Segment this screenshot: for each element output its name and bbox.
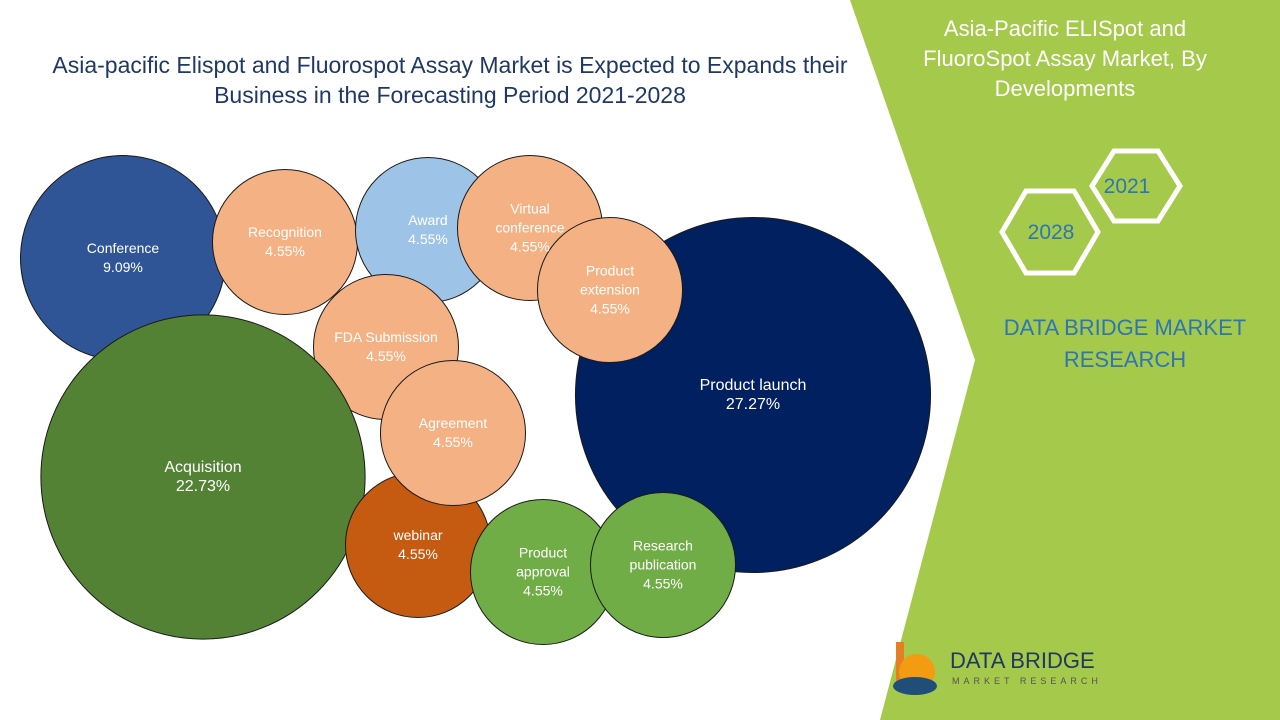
year-start: 2021 [1103,175,1151,198]
bubble-label: Product launch 27.27% [673,376,833,414]
bubble-label: Agreement 4.55% [398,414,508,452]
value-label: 4.55% [510,238,550,255]
bubble [536,216,684,364]
bubble-label: Virtual conference 4.55% [480,200,580,257]
category-label: Product extension [580,262,640,298]
bubble-label: Conference 9.09% [68,239,178,277]
bubble-label: Product approval 4.55% [498,544,588,601]
logo-icon [893,642,937,695]
value-label: 4.55% [643,575,683,592]
bubble [379,359,527,507]
category-label: Award [408,212,448,228]
bubble [40,314,366,640]
value-label: 4.55% [398,546,438,562]
bubbles [19,154,932,646]
category-label: Conference [86,240,160,256]
value-label: 4.55% [265,243,305,259]
bubble [589,491,737,639]
bubble-label: Award 4.55% [373,211,483,249]
side-title: Asia-Pacific ELISpot and FluoroSpot Assa… [923,16,1207,101]
category-label: webinar [393,527,443,543]
hexagons [999,148,1183,276]
category-label: Agreement [418,415,488,431]
bubble-label: FDA Submission 4.55% [321,328,451,366]
side-panel [850,0,1280,720]
bubble-label: Research publication 4.55% [608,537,718,594]
category-label: Research publication [629,537,697,573]
year-end: 2028 [1027,221,1075,244]
category-label: Product approval [516,544,570,580]
logo-tagline: MARKET RESEARCH [952,676,1102,686]
bubble-label: Product extension 4.55% [565,262,655,319]
category-label: Virtual conference [495,200,565,236]
bubble-label: webinar 4.55% [363,526,473,564]
bubble-label: Acquisition 22.73% [123,458,283,496]
category-label: Product launch [699,377,807,394]
value-label: 9.09% [103,259,143,275]
category-label: Recognition [248,224,322,240]
value-label: 27.27% [725,396,781,413]
value-label: 22.73% [175,478,231,495]
value-label: 4.55% [433,434,473,450]
brand: DATA BRIDGE MARKET RESEARCH [1003,315,1247,372]
chart-title: Asia-pacific Elispot and Fluorospot Assa… [52,52,848,108]
category-label: FDA Submission [334,329,438,345]
value-label: 4.55% [523,582,563,599]
category-label: Acquisition [164,459,242,476]
logo-name: DATA BRIDGE [950,648,1095,673]
bubble-label: Recognition 4.55% [230,223,340,261]
value-label: 4.55% [366,348,406,364]
value-label: 4.55% [590,300,630,317]
value-label: 4.55% [408,231,448,247]
